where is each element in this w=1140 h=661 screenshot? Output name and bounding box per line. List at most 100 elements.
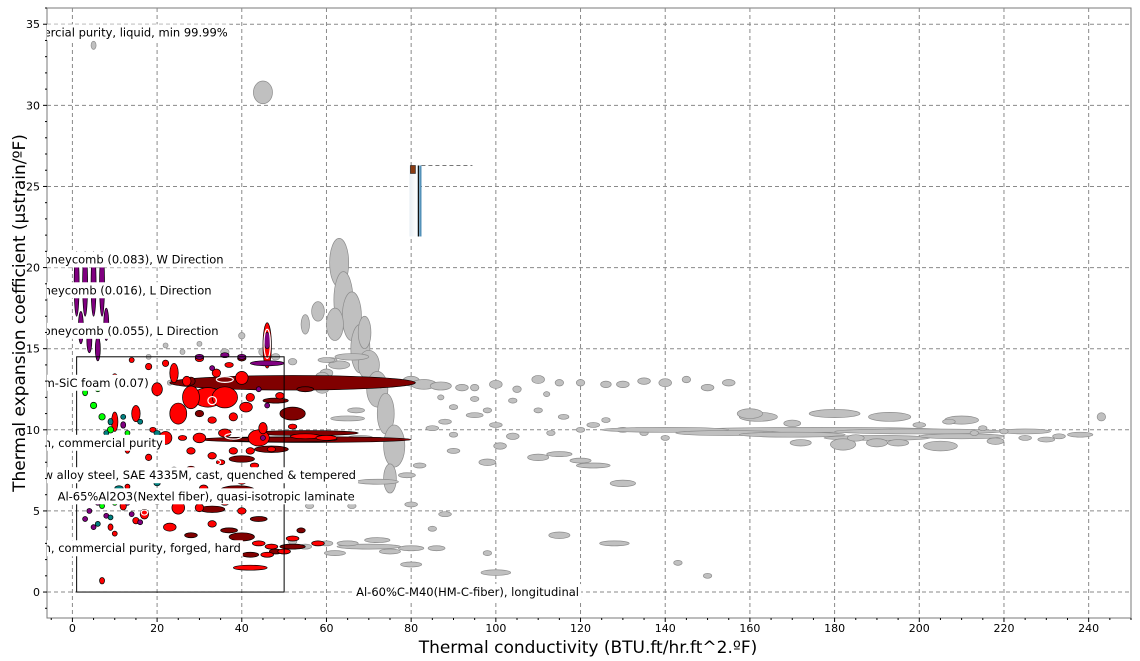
material-point[interactable] (107, 418, 114, 426)
material-point[interactable] (923, 440, 958, 452)
material-point[interactable] (107, 514, 114, 521)
material-point[interactable] (194, 503, 205, 513)
material-point[interactable] (1096, 412, 1106, 422)
material-point[interactable] (448, 431, 459, 438)
material-point[interactable] (702, 572, 713, 579)
material-point[interactable] (275, 392, 285, 400)
material-point[interactable] (1067, 431, 1094, 438)
material-point[interactable] (398, 472, 416, 479)
material-point[interactable] (249, 516, 268, 522)
material-point[interactable] (120, 413, 127, 420)
material-point[interactable] (379, 548, 401, 555)
material-point[interactable] (182, 375, 192, 387)
material-point[interactable] (868, 412, 912, 422)
material-point[interactable] (315, 435, 338, 441)
material-point[interactable] (334, 353, 370, 361)
material-point[interactable] (508, 397, 518, 404)
material-point[interactable] (279, 543, 306, 550)
material-point[interactable] (211, 368, 221, 378)
material-point[interactable] (232, 564, 268, 571)
highlighted-point[interactable] (177, 522, 188, 529)
material-point[interactable] (209, 365, 215, 372)
material-point[interactable] (98, 413, 106, 421)
material-point[interactable] (480, 569, 512, 576)
material-point[interactable] (448, 404, 459, 410)
material-point[interactable] (238, 332, 246, 340)
material-point[interactable] (288, 423, 298, 430)
material-point[interactable] (258, 422, 268, 435)
material-point[interactable] (575, 462, 611, 469)
material-point[interactable] (438, 511, 452, 518)
material-point[interactable] (425, 425, 440, 432)
material-point[interactable] (478, 458, 497, 466)
material-point[interactable] (616, 380, 630, 388)
material-point[interactable] (211, 386, 238, 409)
material-point[interactable] (586, 422, 600, 428)
material-point[interactable] (245, 392, 255, 402)
material-point[interactable] (493, 442, 507, 450)
material-point[interactable] (311, 540, 325, 547)
material-point[interactable] (533, 407, 543, 414)
material-point[interactable] (404, 501, 418, 508)
material-point[interactable] (207, 416, 217, 424)
material-point[interactable] (660, 435, 670, 441)
material-point[interactable] (978, 425, 988, 432)
material-point[interactable] (942, 418, 956, 425)
material-point[interactable] (438, 418, 452, 425)
material-point[interactable] (137, 418, 144, 425)
material-point[interactable] (107, 523, 114, 531)
material-point[interactable] (260, 551, 274, 558)
material-point[interactable] (220, 527, 238, 534)
material-point[interactable] (237, 507, 247, 515)
material-point[interactable] (169, 375, 416, 391)
material-point[interactable] (311, 301, 325, 322)
material-point[interactable] (557, 413, 570, 420)
material-point[interactable] (296, 386, 315, 393)
material-point[interactable] (1018, 435, 1032, 441)
material-point[interactable] (128, 357, 135, 363)
material-point[interactable] (1037, 436, 1056, 443)
material-point[interactable] (1052, 433, 1066, 440)
material-point[interactable] (546, 430, 556, 436)
material-point[interactable] (90, 524, 97, 530)
material-point[interactable] (846, 434, 865, 442)
highlighted-point[interactable] (207, 395, 217, 406)
material-point[interactable] (673, 559, 683, 566)
material-point[interactable] (470, 396, 480, 402)
material-point[interactable] (489, 422, 503, 428)
material-point[interactable] (912, 422, 926, 428)
highlighted-point[interactable] (140, 509, 149, 516)
material-point[interactable] (554, 379, 564, 387)
material-point[interactable] (120, 421, 127, 429)
material-point[interactable] (253, 80, 273, 105)
material-point[interactable] (90, 401, 98, 410)
highlighted-point[interactable] (196, 361, 203, 369)
material-point[interactable] (531, 375, 545, 384)
material-point[interactable] (546, 451, 573, 457)
material-point[interactable] (427, 525, 437, 532)
material-point[interactable] (599, 540, 630, 547)
material-point[interactable] (106, 426, 115, 434)
material-point[interactable] (918, 433, 1005, 440)
material-point[interactable] (324, 550, 346, 556)
material-point[interactable] (482, 407, 492, 414)
material-point[interactable] (82, 516, 88, 522)
material-point[interactable] (347, 407, 365, 414)
material-point[interactable] (548, 531, 571, 539)
material-point[interactable] (328, 360, 351, 370)
material-point[interactable] (224, 362, 234, 368)
material-point[interactable] (162, 342, 169, 349)
material-point[interactable] (482, 550, 492, 556)
chip-mark[interactable] (409, 164, 473, 237)
material-point[interactable] (194, 409, 205, 418)
material-point[interactable] (412, 462, 427, 469)
material-point[interactable] (736, 408, 763, 419)
material-point[interactable] (182, 385, 200, 410)
material-point[interactable] (609, 479, 636, 487)
material-point[interactable] (465, 412, 484, 419)
material-point[interactable] (512, 385, 522, 393)
material-point[interactable] (162, 359, 170, 367)
material-point[interactable] (296, 527, 306, 534)
material-point[interactable] (999, 428, 1009, 435)
